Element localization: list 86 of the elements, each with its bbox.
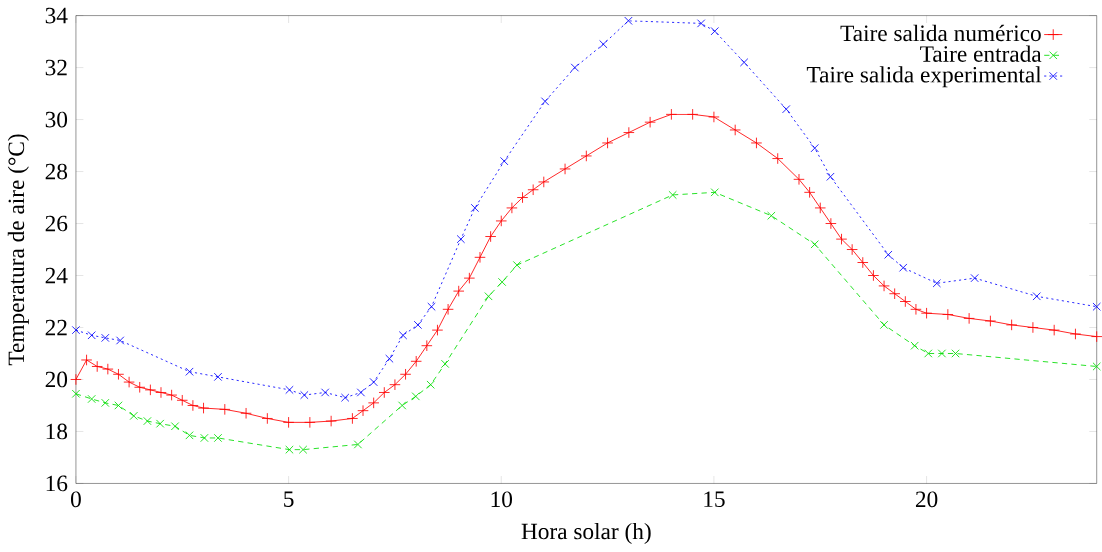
point xyxy=(353,440,363,449)
x-tick-label: 5 xyxy=(284,491,294,508)
point xyxy=(710,188,719,197)
point xyxy=(356,388,366,397)
point xyxy=(668,190,677,200)
point xyxy=(321,388,330,397)
point xyxy=(427,302,436,311)
point xyxy=(937,349,947,358)
point xyxy=(213,372,223,382)
point xyxy=(398,331,408,340)
point xyxy=(1092,302,1101,311)
point xyxy=(87,394,96,404)
point xyxy=(879,320,889,330)
point xyxy=(970,274,979,283)
point xyxy=(782,105,791,114)
point xyxy=(115,336,125,345)
y-tick-label: 34 xyxy=(45,7,68,24)
point xyxy=(413,320,423,330)
point xyxy=(932,279,941,288)
point xyxy=(884,250,893,259)
point xyxy=(426,380,435,389)
point xyxy=(155,419,165,428)
point xyxy=(710,27,719,36)
point xyxy=(456,235,466,244)
point xyxy=(369,378,378,387)
point xyxy=(411,392,420,401)
point xyxy=(185,367,194,376)
point xyxy=(71,389,81,399)
point xyxy=(899,263,908,272)
x-tick-label: 10 xyxy=(491,491,513,508)
point xyxy=(101,333,110,343)
point xyxy=(385,354,394,363)
y-tick-label: 20 xyxy=(45,371,68,388)
y-tick-label: 16 xyxy=(46,475,68,492)
point xyxy=(767,211,776,220)
point xyxy=(285,445,294,454)
point xyxy=(101,398,110,408)
point xyxy=(213,433,223,443)
y-tick-label: 26 xyxy=(45,215,68,232)
point xyxy=(1092,362,1101,371)
point xyxy=(71,326,81,335)
point xyxy=(910,341,919,350)
point xyxy=(484,292,493,301)
point xyxy=(924,349,933,358)
point xyxy=(512,261,522,270)
x-tick-label: 15 xyxy=(704,491,725,508)
y-tick-label: 30 xyxy=(45,111,68,128)
point xyxy=(1032,292,1041,301)
point xyxy=(300,390,309,400)
x-axis-title: Hora solar (h) xyxy=(521,523,651,545)
point xyxy=(624,16,633,26)
point xyxy=(570,63,580,72)
point xyxy=(87,331,96,340)
point xyxy=(143,416,152,426)
point xyxy=(500,157,509,166)
point xyxy=(810,240,819,249)
point xyxy=(696,19,706,28)
y-tick-label: 22 xyxy=(45,319,67,336)
point xyxy=(200,433,209,443)
point xyxy=(739,58,749,67)
y-tick-label: 32 xyxy=(45,59,67,76)
point xyxy=(497,277,507,287)
point xyxy=(298,445,308,454)
point xyxy=(540,97,550,106)
legend-label: Taire entrada xyxy=(920,45,1042,62)
point xyxy=(340,393,350,402)
y-tick-label: 18 xyxy=(46,423,68,440)
point xyxy=(397,401,407,410)
y-axis-title: Temperatura de aire (°C) xyxy=(7,134,29,366)
point xyxy=(599,40,608,49)
y-tick-label: 24 xyxy=(45,267,68,284)
point xyxy=(826,172,835,182)
point xyxy=(440,359,450,369)
point xyxy=(470,203,480,213)
point xyxy=(951,349,960,358)
point xyxy=(170,422,180,431)
legend-label: Taire salida experimental xyxy=(806,66,1042,88)
point xyxy=(185,431,194,440)
x-tick-label: 20 xyxy=(915,491,938,508)
point xyxy=(285,385,294,395)
point xyxy=(810,144,819,153)
point xyxy=(129,411,138,421)
x-tick-label: 0 xyxy=(70,491,81,508)
legend-label: Taire salida numérico xyxy=(840,24,1041,42)
point xyxy=(114,401,123,410)
y-tick-label: 28 xyxy=(45,163,68,180)
